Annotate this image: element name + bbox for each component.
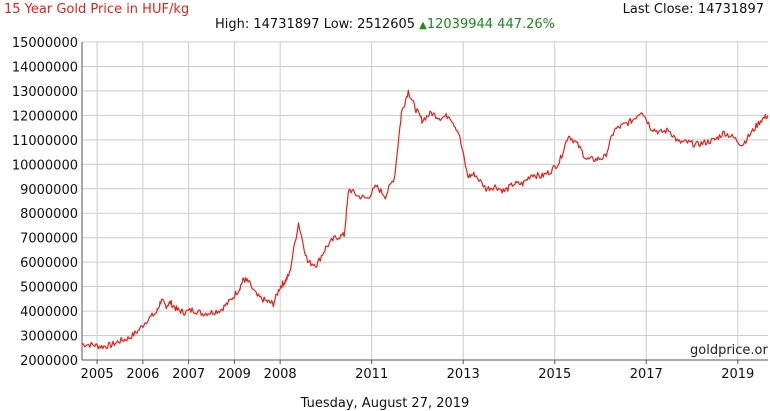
last-close-value: 14731897 <box>697 2 764 17</box>
change-value: 12039944 <box>426 17 494 32</box>
x-tick-label: 2006 <box>126 367 159 382</box>
source-watermark: goldprice.or <box>690 343 768 358</box>
low-value: 2512605 <box>357 17 416 32</box>
y-tick-label: 14000000 <box>12 60 78 75</box>
up-triangle-icon: ▲ <box>419 20 427 31</box>
last-close: Last Close: 14731897 <box>623 2 764 17</box>
price-stats: High: 14731897 Low: 2512605 ▲12039944 44… <box>0 17 770 32</box>
x-tick-label: 2017 <box>630 367 663 382</box>
y-tick-label: 12000000 <box>12 109 78 124</box>
chart-title: 15 Year Gold Price in HUF/kg <box>4 2 190 17</box>
y-tick-label: 11000000 <box>12 134 78 149</box>
x-tick-label: 2009 <box>218 367 251 382</box>
low-label: Low: <box>323 17 353 32</box>
chart-date: Tuesday, August 27, 2019 <box>300 396 470 411</box>
y-tick-label: 3000000 <box>20 330 78 345</box>
x-tick-label: 2011 <box>355 367 388 382</box>
y-tick-label: 9000000 <box>20 183 78 198</box>
last-close-label: Last Close: <box>622 2 694 17</box>
y-tick-label: 6000000 <box>20 256 78 271</box>
y-tick-label: 8000000 <box>20 207 78 222</box>
change-percent: 447.26% <box>497 17 556 32</box>
y-tick-label: 13000000 <box>12 85 78 100</box>
x-tick-label: 2007 <box>172 367 205 382</box>
y-tick-label: 7000000 <box>20 232 78 247</box>
x-tick-label: 2013 <box>447 367 480 382</box>
y-tick-label: 10000000 <box>12 158 78 173</box>
y-tick-label: 2000000 <box>20 354 78 369</box>
y-tick-label: 5000000 <box>20 281 78 296</box>
x-tick-label: 2005 <box>81 367 114 382</box>
x-tick-label: 2015 <box>538 367 571 382</box>
x-tick-label: 2019 <box>721 367 754 382</box>
y-tick-label: 4000000 <box>20 305 78 320</box>
x-tick-label: 2008 <box>264 367 297 382</box>
y-tick-label: 15000000 <box>12 36 78 51</box>
price-series-line <box>81 89 769 350</box>
high-value: 14731897 <box>253 17 320 32</box>
high-label: High: <box>214 17 250 32</box>
